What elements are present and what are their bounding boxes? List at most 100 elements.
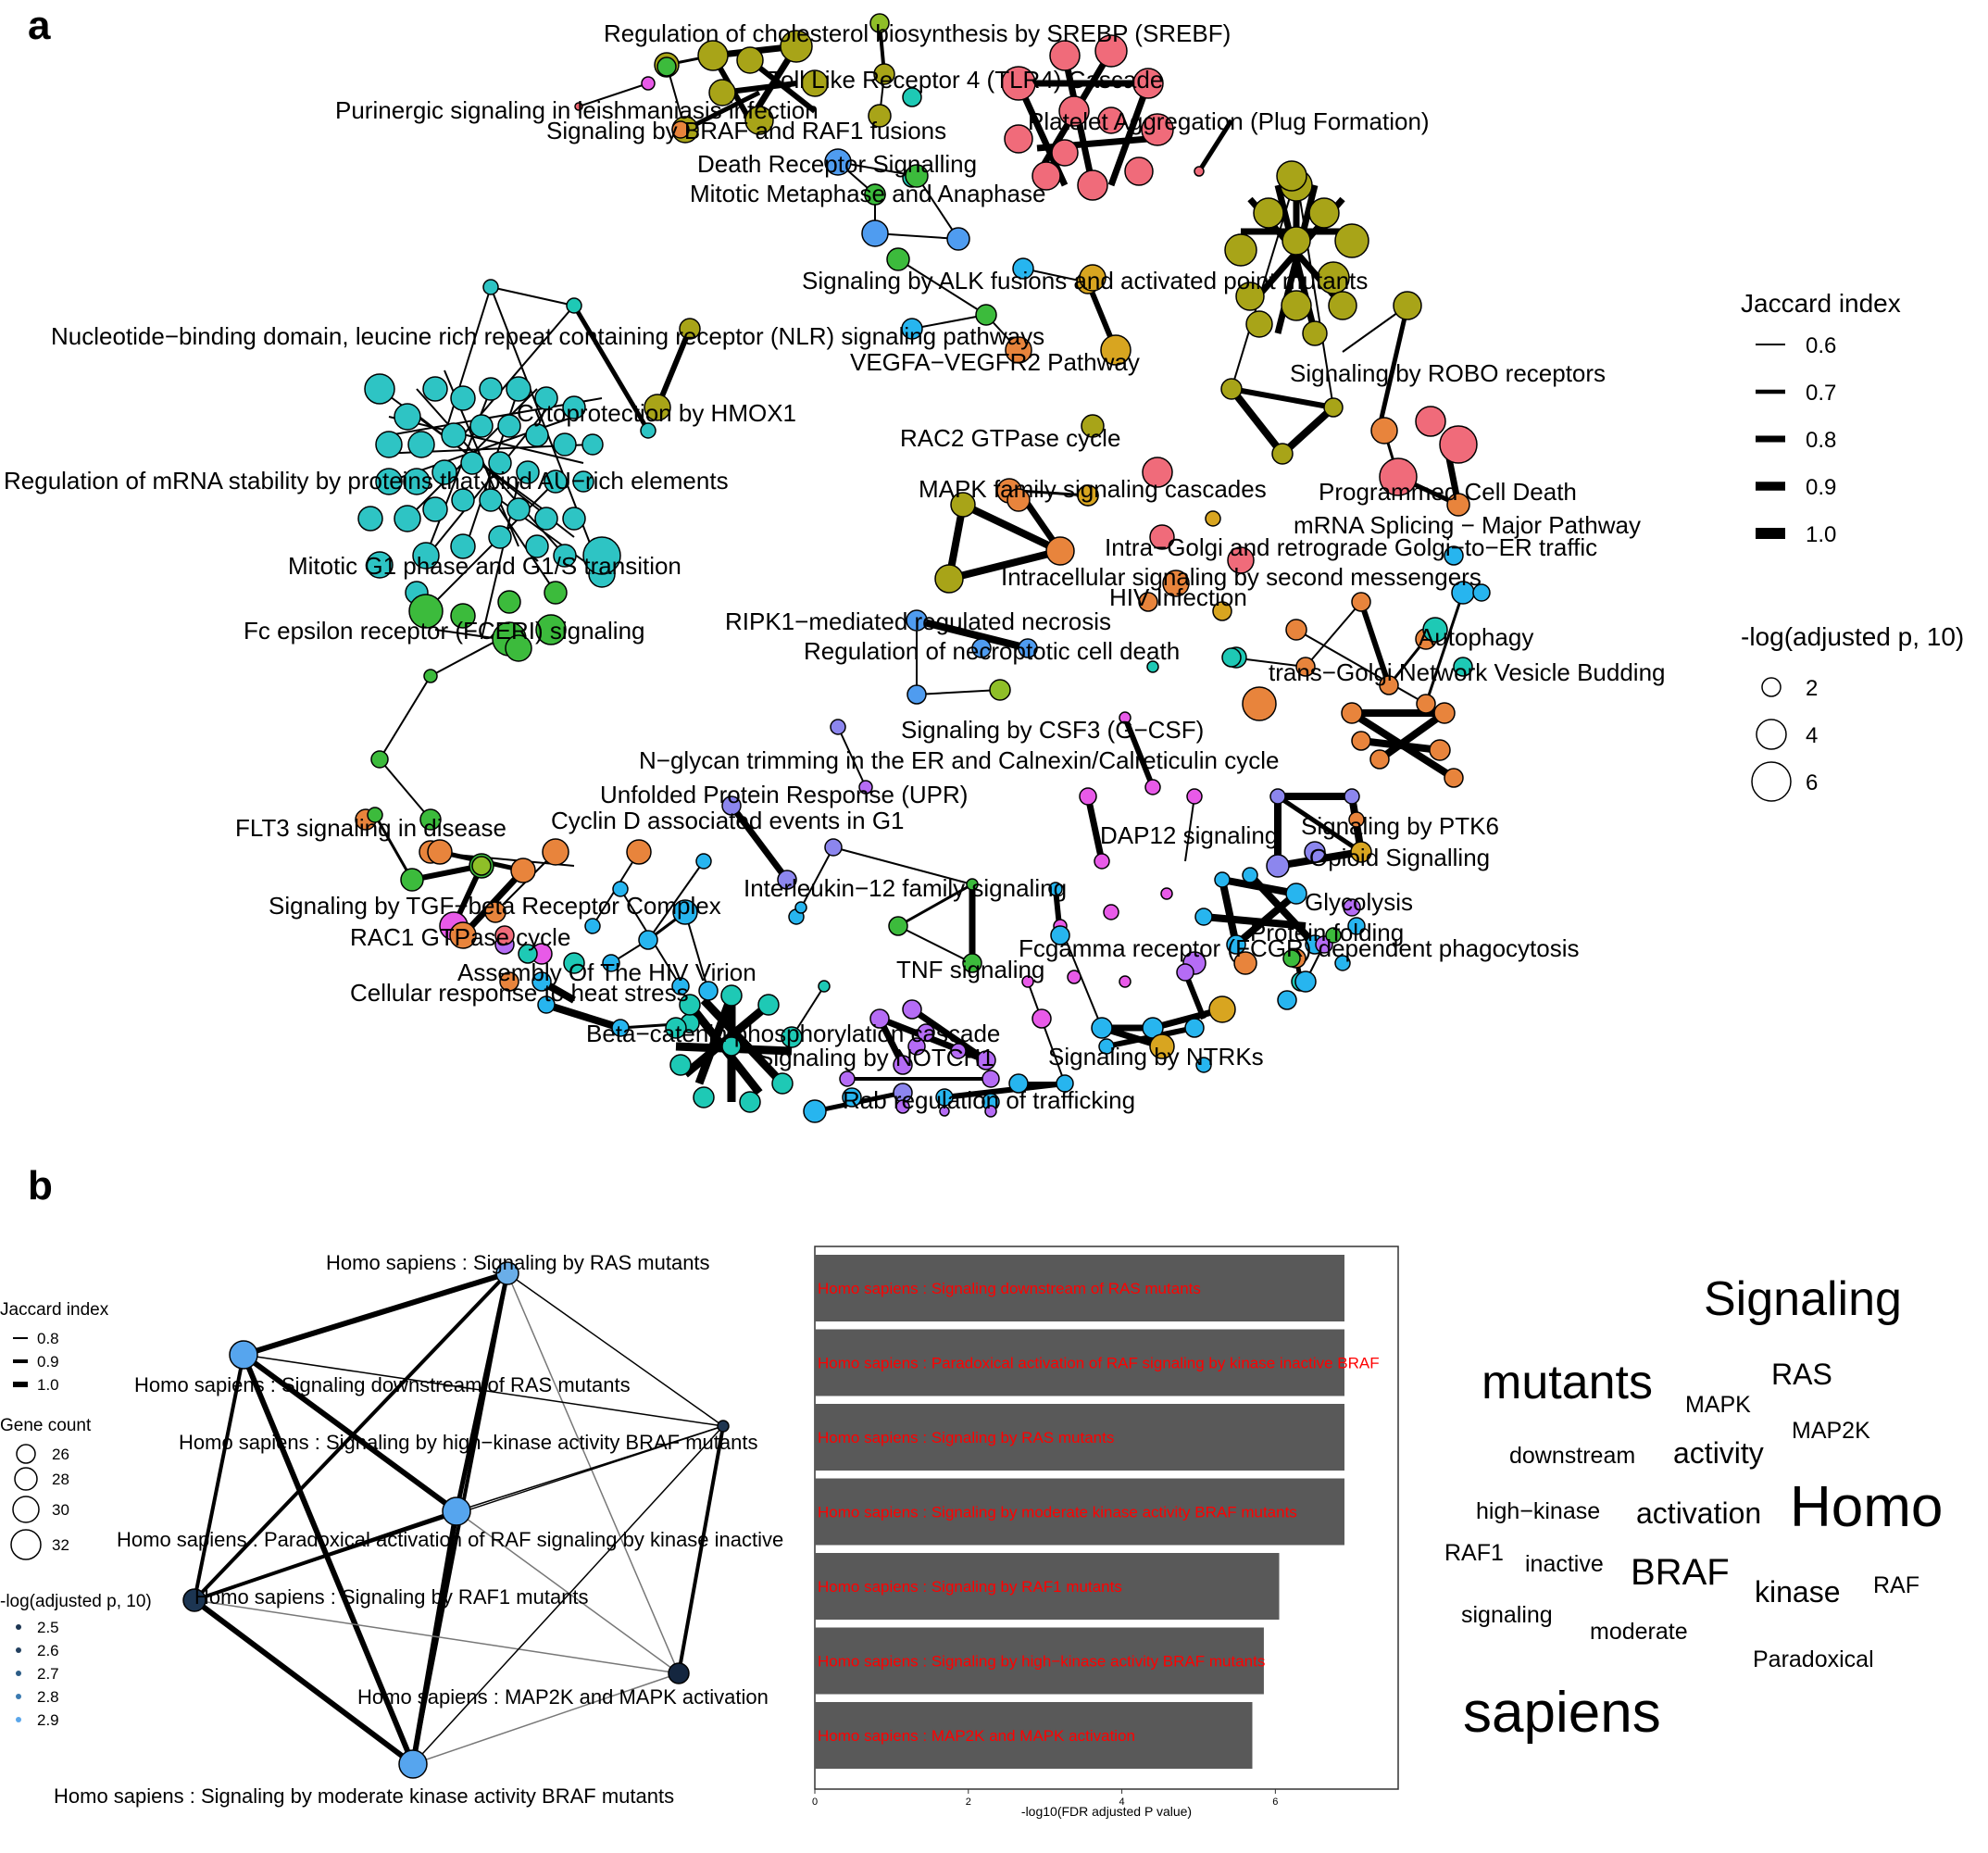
network-node [525, 534, 549, 558]
network-node [1100, 334, 1132, 366]
network-node [394, 505, 421, 532]
network-b-nodes [182, 1261, 730, 1779]
network-a-label: Cytoprotection by HMOX1 [517, 399, 796, 427]
network-node [1045, 536, 1075, 566]
network-node [229, 1340, 258, 1370]
network-edge [1184, 795, 1195, 862]
network-node [1317, 261, 1350, 294]
network-node [679, 994, 701, 1016]
legend-a: Jaccard index 0.6 0.7 0.8 0.9 1.0 -log(adjus… [1741, 289, 1964, 802]
network-node [370, 750, 389, 769]
network-b-label: Homo sapiens : Paradoxical activation of… [117, 1528, 783, 1551]
network-node [1302, 320, 1328, 346]
network-node [935, 1088, 954, 1107]
network-edge [655, 327, 693, 409]
legend-b-gene-title: Gene count [0, 1416, 92, 1435]
bar [815, 1404, 1344, 1471]
network-edge [1247, 872, 1318, 947]
legend-b-gene-value: 26 [52, 1446, 69, 1463]
network-node [516, 460, 540, 484]
network-node [1081, 414, 1105, 438]
legend-a-size-value: 4 [1806, 723, 1818, 748]
network-a-label: Regulation of cholesterol biosynthesis b… [604, 19, 1231, 47]
network-node [777, 870, 797, 890]
network-edge [916, 689, 1001, 695]
network-node [1012, 257, 1034, 280]
network-node [581, 433, 604, 456]
network-node [971, 638, 992, 658]
network-node [182, 1588, 206, 1612]
legend-b-jaccard-items: 0.8 0.9 1.0 [13, 1330, 59, 1394]
network-a-label: Signaling by CSF3 (G−CSF) [901, 716, 1204, 744]
network-node [781, 1026, 803, 1048]
network-node [499, 971, 519, 992]
network-node [1141, 113, 1174, 146]
network-edge [1424, 592, 1465, 705]
network-edge [729, 803, 790, 883]
network-edge [462, 305, 575, 436]
network-node [1194, 166, 1205, 177]
network-node [901, 318, 923, 340]
network-node [1119, 711, 1132, 724]
network-edge [897, 258, 987, 316]
network-edge [1018, 489, 1089, 497]
network-a-label: RAC2 GTPase cycle [900, 424, 1120, 452]
network-node [1050, 925, 1070, 945]
network-a-label: Death Receptor Signalling [697, 150, 977, 178]
network-node [419, 808, 442, 831]
network-node [611, 1019, 630, 1037]
legend-a-jaccard-value: 0.9 [1806, 475, 1836, 500]
network-node [1160, 887, 1173, 900]
network-node [1350, 841, 1372, 863]
network-a-label: Regulation of mRNA stability by proteins… [4, 467, 729, 495]
network-node [1220, 378, 1243, 400]
network-node [1281, 290, 1312, 321]
network-node [1351, 592, 1371, 612]
network-node [1308, 197, 1340, 229]
network-edge [430, 638, 501, 677]
network-node [950, 1043, 967, 1059]
network-node [907, 1037, 926, 1056]
network-node [1235, 282, 1265, 311]
network-b-label: Homo sapiens : MAP2K and MAPK activation [357, 1685, 769, 1709]
network-node [917, 1023, 935, 1042]
network-node [1369, 749, 1390, 770]
word-cloud-word: Homo [1790, 1475, 1943, 1539]
network-node [562, 395, 586, 419]
network-edge [1276, 794, 1363, 855]
network-node [1343, 898, 1361, 917]
network-node [1282, 949, 1301, 968]
network-node [450, 385, 476, 411]
network-node [934, 564, 964, 594]
word-cloud-word: RAF [1873, 1572, 1919, 1598]
network-a-label: MAPK family signaling cascades [919, 475, 1267, 503]
network-a-label: Signaling by NTRKs [1048, 1043, 1264, 1070]
network-node [1334, 955, 1351, 971]
network-edge [1377, 709, 1447, 763]
network-node [902, 87, 922, 107]
network-node [989, 679, 1011, 701]
network-node [450, 603, 476, 629]
network-node [427, 839, 453, 865]
network-edge [193, 1354, 245, 1601]
network-node [582, 536, 621, 575]
network-edge [379, 758, 431, 820]
network-node [1001, 66, 1036, 101]
network-a-label: RAC1 GTPase cycle [350, 923, 570, 951]
x-axis-label: -log10(FDR adjusted P value) [1021, 1804, 1192, 1819]
network-node [830, 719, 846, 735]
network-node [1439, 425, 1478, 464]
network-node [1032, 1008, 1052, 1029]
network-b-label: Homo sapiens : Signaling by RAS mutants [326, 1251, 710, 1274]
network-edge [1231, 175, 1297, 390]
network-node [1056, 1074, 1074, 1093]
network-edge [677, 1425, 725, 1674]
network-edge [1295, 629, 1427, 705]
bar-label: Homo sapiens : Signaling downstream of R… [818, 1280, 1201, 1297]
legend-p-dot [16, 1671, 21, 1676]
network-node [864, 183, 886, 206]
network-node [842, 1087, 862, 1108]
network-node [1103, 904, 1119, 920]
network-node [888, 916, 908, 936]
network-edge [1219, 879, 1240, 945]
